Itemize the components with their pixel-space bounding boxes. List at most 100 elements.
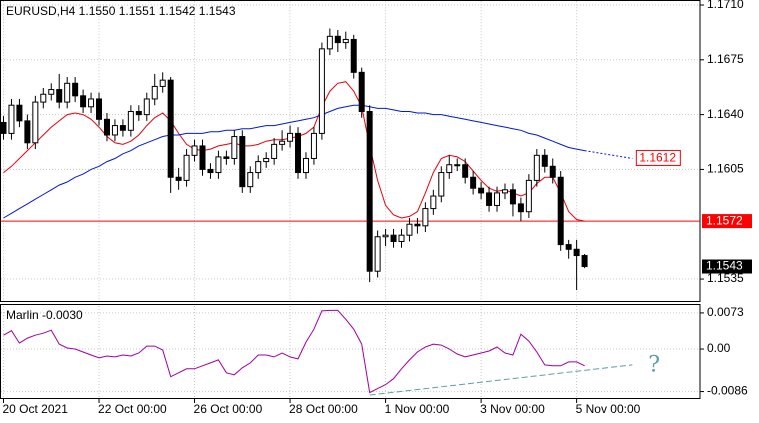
candle-body <box>470 176 477 189</box>
candle-body <box>310 132 317 159</box>
y-tick-label: 1.1605 <box>707 162 744 176</box>
candle-body <box>40 93 47 103</box>
candle-body <box>96 98 103 120</box>
current-price-label: 1.1543 <box>706 259 743 273</box>
current-price-box <box>702 259 752 274</box>
candle-body <box>366 110 373 272</box>
candle-body <box>287 132 294 142</box>
candle-body <box>414 223 421 227</box>
candle-body <box>573 248 580 257</box>
y-tick-label: 1.1710 <box>707 0 744 11</box>
candle-body <box>517 203 524 213</box>
x-tick-label: 26 Oct 00:00 <box>194 402 263 416</box>
level-label: 1.1572 <box>706 213 743 227</box>
candle-body <box>486 192 493 206</box>
candle-body <box>16 104 23 122</box>
y-tick-label: 1.1535 <box>707 271 744 285</box>
x-tick-label: 28 Oct 00:00 <box>289 402 358 416</box>
candle-body <box>406 223 413 236</box>
candle-body <box>159 79 166 87</box>
indicator-line <box>3 309 585 394</box>
x-tick-label: 5 Nov 00:00 <box>576 402 641 416</box>
candle-body <box>223 156 230 159</box>
candle-body <box>72 82 79 97</box>
candle-body <box>239 136 246 188</box>
candle-body <box>390 234 397 242</box>
x-tick-label: 1 Nov 00:00 <box>385 402 450 416</box>
projection-label: 1.1612 <box>639 151 676 165</box>
candle-body <box>494 192 501 206</box>
candle-body <box>183 154 190 181</box>
candle-body <box>454 164 461 167</box>
indicator-title: Marlin -0.0030 <box>6 308 83 322</box>
x-tick-label: 22 Oct 00:00 <box>98 402 167 416</box>
indicator-panel-frame <box>0 304 701 399</box>
candle-body <box>263 157 270 163</box>
candle-body <box>215 156 222 174</box>
moving-average <box>3 81 585 222</box>
candle-body <box>525 179 532 213</box>
level-label-box <box>702 214 752 229</box>
candle-body <box>533 154 540 181</box>
candle-body <box>143 98 150 116</box>
candle-body <box>326 35 333 50</box>
candle-body <box>438 172 445 197</box>
candle-body <box>127 110 134 131</box>
y-tick-label: 0.00 <box>707 341 731 355</box>
candle-body <box>167 79 174 178</box>
main-panel-frame <box>0 0 701 302</box>
candle-body <box>581 255 588 268</box>
candle-body <box>509 189 516 205</box>
candle-body <box>56 89 63 103</box>
candle-body <box>295 132 302 174</box>
candle-body <box>422 208 429 227</box>
candle-body <box>80 95 87 108</box>
candle-body <box>334 35 341 44</box>
candle-body <box>88 98 95 108</box>
moving-average <box>3 104 585 219</box>
candle-body <box>279 140 286 145</box>
candle-body <box>358 71 365 112</box>
candle-body <box>501 189 508 194</box>
candle-body <box>565 244 572 250</box>
candle-body <box>557 176 564 246</box>
candle-body <box>302 157 309 174</box>
y-tick-label: 1.1640 <box>707 107 744 121</box>
trend-line <box>369 364 633 396</box>
candle-body <box>398 234 405 242</box>
candle-body <box>255 161 262 174</box>
candle-body <box>0 121 7 134</box>
candle-body <box>342 38 349 44</box>
y-tick-label: 0.0073 <box>707 305 744 319</box>
candle-body <box>374 236 381 272</box>
candle-body <box>350 38 357 73</box>
candle-body <box>207 168 214 174</box>
candle-body <box>151 85 158 100</box>
candle-body <box>430 195 437 210</box>
candle-body <box>8 104 15 134</box>
y-tick-label: -0.0086 <box>707 384 748 398</box>
candle-body <box>191 145 198 156</box>
candle-body <box>119 125 126 131</box>
candle-body <box>48 89 55 95</box>
projection-line <box>584 150 633 159</box>
candle-body <box>175 176 182 181</box>
candle-body <box>32 101 39 144</box>
candle-body <box>103 118 110 136</box>
annotation: ? <box>648 352 660 377</box>
candle-body <box>318 48 325 134</box>
candle-body <box>549 165 556 178</box>
candle-body <box>271 143 278 159</box>
candle-body <box>382 234 389 238</box>
candle-body <box>446 164 453 174</box>
candle-body <box>64 82 71 103</box>
candle-body <box>24 120 31 144</box>
candle-body <box>135 110 142 116</box>
candle-body <box>231 136 238 159</box>
y-tick-label: 1.1675 <box>707 52 744 66</box>
x-tick-label: 3 Nov 00:00 <box>480 402 545 416</box>
x-tick-label: 20 Oct 2021 <box>3 402 69 416</box>
candle-body <box>111 125 118 136</box>
